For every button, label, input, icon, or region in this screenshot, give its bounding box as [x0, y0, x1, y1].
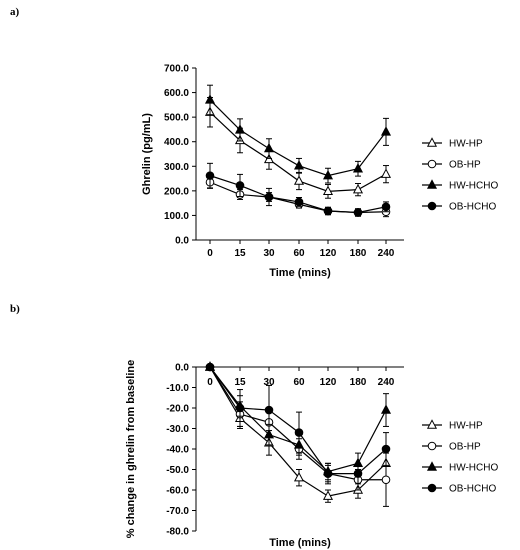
data-point: [264, 405, 274, 415]
legend-marker: [427, 483, 437, 493]
y-tick-label: -70.0: [166, 506, 189, 517]
data-point: [380, 404, 392, 414]
legend: HW-HP OB-HP HW-HCHO OB-HCHO: [422, 419, 498, 495]
y-tick-label: 300.0: [164, 162, 189, 173]
y-tick-label: 400.0: [164, 137, 189, 148]
legend-marker: [426, 179, 438, 189]
x-tick-label: 180: [350, 377, 367, 388]
y-tick-label: -50.0: [166, 465, 189, 476]
x-tick-label: 180: [350, 248, 367, 259]
x-tick-label: 120: [320, 377, 337, 388]
data-point: [352, 162, 364, 173]
y-axis-title: Ghrelin (pg/mL): [141, 113, 153, 195]
legend-marker: [426, 419, 438, 429]
data-point: [322, 169, 334, 180]
chart-1: 0.0 100.0 200.0 300.0 400.0 500.0 600.0 700.0 0 1…: [141, 64, 498, 280]
y-tick-label: -40.0: [166, 445, 189, 456]
series-OB-HCHO: [205, 362, 391, 485]
series-OB-HCHO: [205, 162, 391, 217]
data-point: [353, 208, 363, 217]
legend-label: HW-HP: [449, 421, 483, 432]
legend-label: HW-HP: [449, 139, 483, 150]
legend-label: OB-HCHO: [449, 202, 496, 213]
data-point: [380, 168, 392, 178]
y-tick-label: 200.0: [164, 186, 189, 197]
panel-label-b: b): [10, 303, 20, 315]
data-point: [322, 490, 334, 500]
data-point: [235, 403, 245, 413]
x-tick-label: 15: [234, 248, 246, 259]
legend-marker: [427, 441, 437, 451]
legend-marker: [426, 461, 438, 471]
data-point: [204, 94, 216, 104]
data-point: [263, 142, 275, 153]
x-tick-label: 30: [263, 377, 275, 388]
series-HW-HCHO: [204, 84, 392, 184]
x-tick-label: 0: [207, 248, 213, 259]
data-point: [294, 428, 304, 437]
y-tick-label: -20.0: [166, 404, 189, 415]
legend: HW-HP OB-HP HW-HCHO OB-HCHO: [422, 137, 498, 213]
y-tick-label: 700.0: [164, 64, 189, 75]
data-point: [293, 471, 305, 482]
y-tick-label: 0.0: [175, 236, 189, 247]
y-axis-title: % change in ghrelin from baseline: [125, 360, 137, 538]
data-point: [293, 175, 305, 185]
x-tick-label: 0: [207, 377, 213, 388]
x-tick-label: 240: [378, 248, 395, 259]
data-point: [381, 202, 391, 212]
data-point: [205, 362, 215, 372]
data-point: [381, 444, 391, 454]
y-tick-label: 0.0: [175, 363, 189, 374]
data-point: [293, 160, 305, 170]
legend-marker: [427, 159, 437, 169]
x-tick-label: 240: [378, 377, 395, 388]
legend-label: HW-HCHO: [449, 181, 498, 192]
legend-label: OB-HP: [449, 160, 481, 171]
x-tick-label: 60: [293, 377, 305, 388]
x-tick-label: 30: [263, 248, 275, 259]
x-tick-label: 120: [320, 248, 337, 259]
data-point: [264, 192, 274, 202]
legend-label: OB-HP: [449, 442, 481, 453]
y-tick-label: 100.0: [164, 211, 189, 222]
y-tick-label: 500.0: [164, 113, 189, 124]
legend-marker: [426, 137, 438, 147]
y-tick-label: -30.0: [166, 424, 189, 435]
x-tick-label: 15: [234, 377, 246, 388]
y-tick-label: -60.0: [166, 486, 189, 497]
data-point: [323, 469, 333, 478]
data-point: [205, 171, 215, 180]
data-point: [380, 126, 392, 136]
data-point: [234, 124, 246, 134]
legend-label: HW-HCHO: [449, 463, 498, 474]
x-axis-title: Time (mins): [269, 267, 331, 279]
data-point: [352, 183, 364, 194]
data-point: [323, 206, 333, 216]
legend-label: OB-HCHO: [449, 484, 496, 495]
y-tick-label: -80.0: [166, 527, 189, 538]
data-point: [322, 185, 334, 196]
panel-label-a: a): [10, 6, 20, 18]
data-point: [235, 181, 245, 190]
data-point: [381, 475, 391, 485]
data-point: [294, 197, 304, 207]
y-tick-label: -10.0: [166, 383, 189, 394]
y-tick-label: 600.0: [164, 88, 189, 99]
data-point: [353, 469, 363, 478]
legend-marker: [427, 201, 437, 211]
x-axis-title: Time (mins): [269, 537, 331, 549]
x-tick-label: 60: [293, 248, 305, 259]
chart-2: 0.0 -10.0 -20.0 -30.0 -40.0 -50.0 -60.0 -70.0 -8…: [125, 360, 498, 549]
